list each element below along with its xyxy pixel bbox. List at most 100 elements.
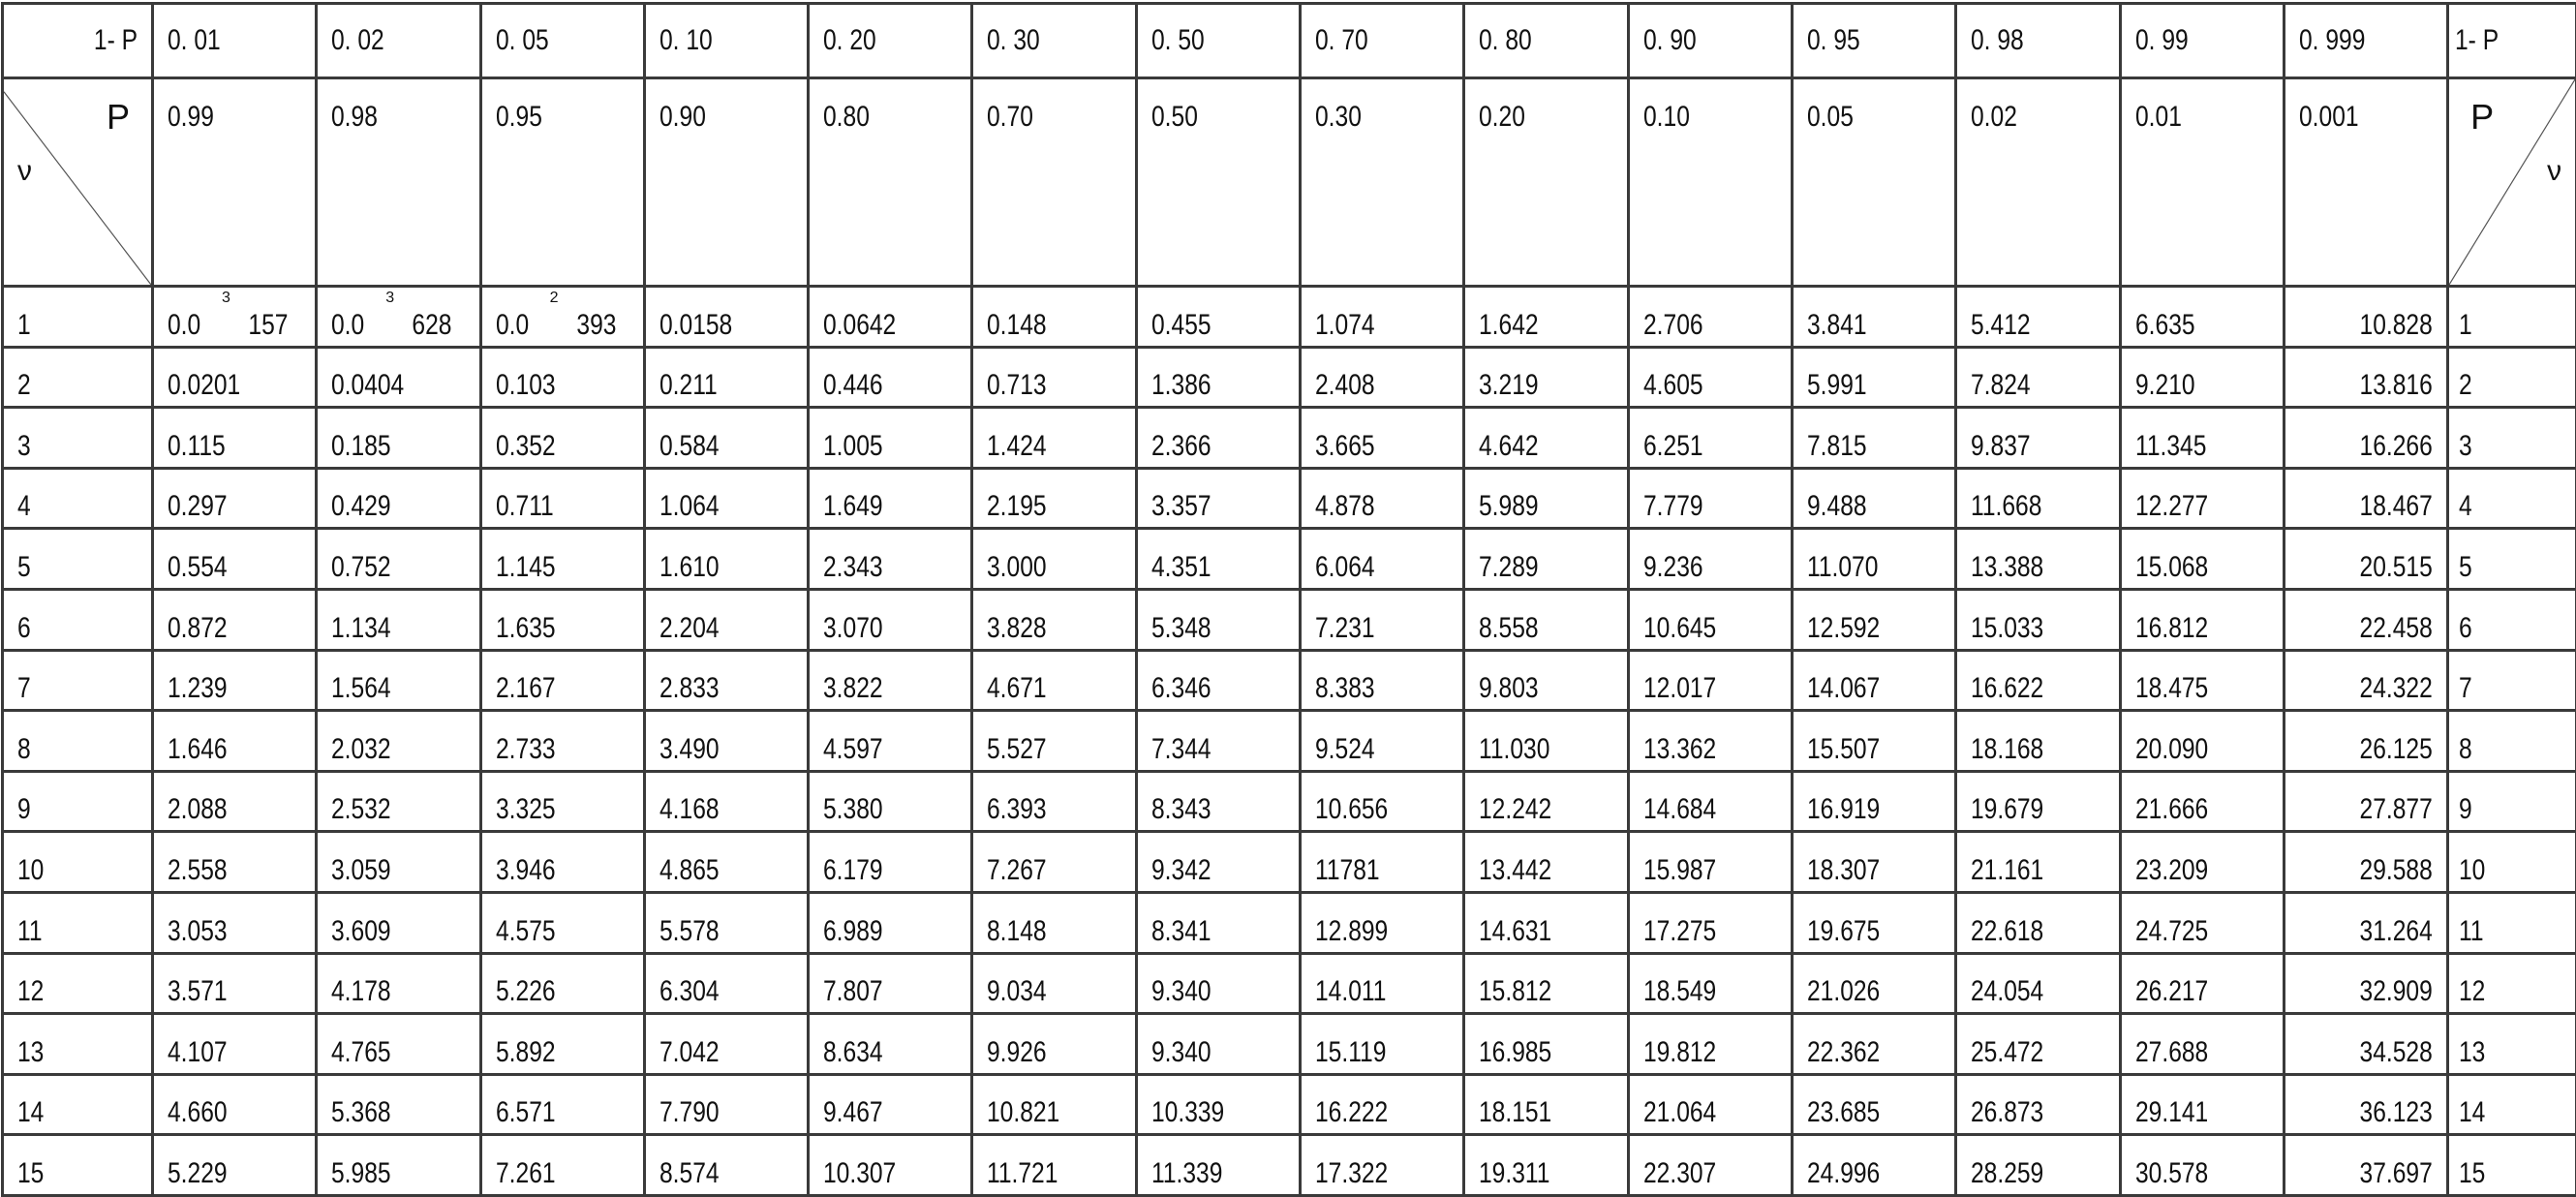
cell-value: 29.141 — [2135, 1096, 2208, 1129]
cell-value: 12.592 — [1807, 612, 1880, 645]
value-cell: 3.059 — [317, 832, 480, 893]
cell-value: 2.706 — [1643, 309, 1703, 342]
value-cell: 9.524 — [1301, 711, 1464, 772]
cell-value: 5.985 — [331, 1157, 391, 1190]
value-cell: 0.185 — [317, 408, 480, 469]
value-cell: 9.210 — [2120, 347, 2284, 408]
cell-value: 26.217 — [2135, 975, 2208, 1008]
nu-cell-right: 15 — [2448, 1135, 2576, 1196]
value-cell: 2.706 — [1628, 287, 1792, 348]
cell-value: 4.605 — [1643, 369, 1703, 402]
cell-value: 11.070 — [1807, 551, 1878, 584]
cell-value: 4.597 — [823, 733, 883, 766]
value-cell: 8.341 — [1136, 892, 1300, 953]
cell-value: 36.123 — [2360, 1096, 2433, 1129]
cell-value: 3.490 — [659, 733, 720, 766]
nu-cell-right: 8 — [2448, 711, 2576, 772]
cell-value: 27.877 — [2360, 793, 2433, 826]
value-cell: 15.507 — [1792, 711, 1955, 772]
value-cell: 1.386 — [1136, 347, 1300, 408]
nu-cell-right: 14 — [2448, 1074, 2576, 1135]
cell-value: 0.01 — [2135, 101, 2182, 134]
value-cell: 0.446 — [809, 347, 972, 408]
value-cell: 1.074 — [1301, 287, 1464, 348]
cell-value: 7.267 — [987, 854, 1047, 887]
cell-value: 23.209 — [2135, 854, 2208, 887]
cell-value: 10.821 — [987, 1096, 1059, 1129]
value-cell: 6.064 — [1301, 529, 1464, 590]
cell-value: 10.645 — [1643, 612, 1716, 645]
header-cell-p: 0.95 — [480, 78, 644, 287]
cell-value: 9.926 — [987, 1036, 1047, 1069]
cell-value: 0. 95 — [1807, 24, 1860, 57]
cell-value: 9.488 — [1807, 490, 1867, 523]
value-cell: 16.985 — [1464, 1014, 1628, 1075]
cell-value: 1.642 — [1479, 309, 1539, 342]
value-cell: 5.226 — [480, 953, 644, 1014]
cell-value: 2.733 — [496, 733, 556, 766]
cell-value: 0. 30 — [987, 24, 1040, 57]
cell-value: 5.226 — [496, 975, 556, 1008]
cell-value: 5.380 — [823, 793, 883, 826]
value-cell: 22.458 — [2284, 589, 2447, 650]
cell-value: 31.264 — [2360, 915, 2433, 948]
header-cell-p: 0.70 — [972, 78, 1136, 287]
cell-value: 4 — [2459, 490, 2472, 523]
value-cell: 15.119 — [1301, 1014, 1464, 1075]
nu-cell-right: 5 — [2448, 529, 2576, 590]
value-cell: 11.345 — [2120, 408, 2284, 469]
cell-value: 7 — [2459, 672, 2472, 705]
header-cell-one-minus-p: 0. 01 — [153, 4, 317, 78]
cell-value: 11 — [2459, 915, 2484, 948]
cell-value: 0.103 — [496, 369, 556, 402]
cell-value: 18.467 — [2360, 490, 2433, 523]
value-cell: 24.725 — [2120, 892, 2284, 953]
value-cell: 8.343 — [1136, 771, 1300, 832]
value-cell: 25.472 — [1956, 1014, 2120, 1075]
cell-value: 21.666 — [2135, 793, 2208, 826]
header-cell-p: 0.90 — [644, 78, 808, 287]
cell-value: 9 — [2459, 793, 2472, 826]
header-cell-p: 0.80 — [809, 78, 972, 287]
nu-cell-right: 2 — [2448, 347, 2576, 408]
cell-value: 12 — [17, 975, 44, 1008]
value-cell: 4.865 — [644, 832, 808, 893]
cell-value: 8.341 — [1151, 915, 1211, 948]
cell-value: 5 — [2459, 551, 2472, 584]
value-cell: 6.179 — [809, 832, 972, 893]
cell-value: 6 — [2459, 612, 2472, 645]
cell-value: 4 — [17, 490, 31, 523]
cell-value: 6.393 — [987, 793, 1047, 826]
header-cell-one-minus-p: 0. 05 — [480, 4, 644, 78]
value-cell: 11781 — [1301, 832, 1464, 893]
cell-value: 0.0642 — [823, 309, 896, 342]
cell-value: 16.622 — [1971, 672, 2043, 705]
cell-value: 7.344 — [1151, 733, 1211, 766]
value-cell: 13.816 — [2284, 347, 2447, 408]
value-cell: 5.985 — [317, 1135, 480, 1196]
value-cell: 2.558 — [153, 832, 317, 893]
cell-value: 3.571 — [168, 975, 228, 1008]
header-cell-one-minus-p: 0. 10 — [644, 4, 808, 78]
value-cell: 11.070 — [1792, 529, 1955, 590]
nu-cell: 13 — [3, 1014, 153, 1075]
value-cell: 4.660 — [153, 1074, 317, 1135]
value-cell: 15.068 — [2120, 529, 2284, 590]
cell-value: 9.837 — [1971, 430, 2031, 463]
cell-value: 9.803 — [1479, 672, 1539, 705]
value-cell: 5.989 — [1464, 468, 1628, 529]
value-cell: 7.042 — [644, 1014, 808, 1075]
value-cell: 1.145 — [480, 529, 644, 590]
value-cell: 10.645 — [1628, 589, 1792, 650]
header-cell-p: 0.001 — [2284, 78, 2447, 287]
value-cell: 19.311 — [1464, 1135, 1628, 1196]
value-cell: 18.151 — [1464, 1074, 1628, 1135]
value-cell: 2.204 — [644, 589, 808, 650]
nu-cell: 1 — [3, 287, 153, 348]
nu-cell-right: 7 — [2448, 650, 2576, 711]
